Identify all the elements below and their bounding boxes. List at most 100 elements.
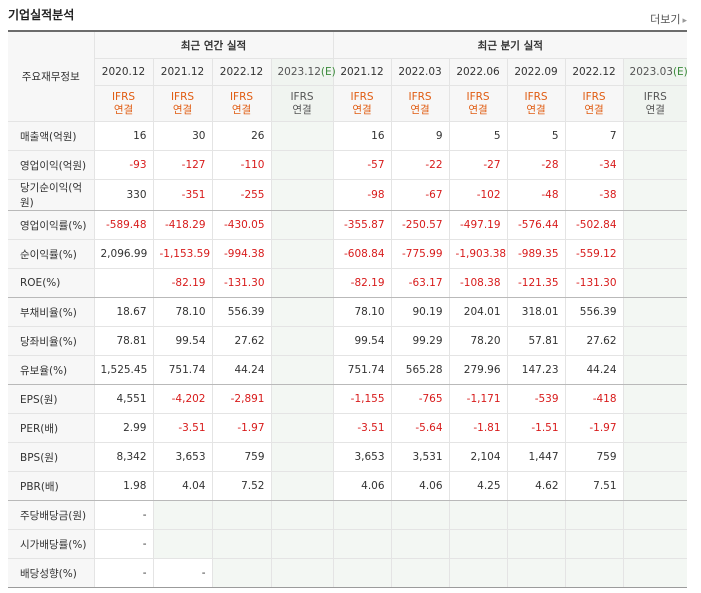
table-cell: [623, 442, 688, 472]
table-cell: [623, 210, 688, 240]
table-cell: 1.98: [94, 471, 154, 501]
table-cell: [271, 268, 334, 298]
table-cell: [271, 179, 334, 211]
table-cell: -82.19: [153, 268, 213, 298]
table-cell: 78.81: [94, 326, 154, 356]
table-cell: [623, 121, 688, 151]
table-cell: 2,096.99: [94, 239, 154, 269]
table-cell: -1,155: [333, 384, 392, 414]
table-cell: [507, 558, 566, 588]
table-cell: -351: [153, 179, 213, 211]
table-cell: -67: [391, 179, 450, 211]
table-cell: -1,153.59: [153, 239, 213, 269]
accounting-standard: IFRS 연결: [94, 85, 154, 122]
table-cell: 78.10: [333, 297, 392, 327]
table-cell: -: [153, 558, 213, 588]
row-label: 유보율(%): [8, 355, 95, 385]
table-cell: -: [94, 500, 154, 530]
table-row: 당기순이익(억원) 330 -351 -255 -98 -67 -102 -48 -38: [8, 179, 688, 211]
table-cell: -82.19: [333, 268, 392, 298]
table-cell: [623, 355, 688, 385]
chevron-right-icon: ▸: [682, 16, 687, 26]
table-cell: [565, 529, 624, 559]
table-cell: 7.52: [212, 471, 272, 501]
row-label: 배당성향(%): [8, 558, 95, 588]
table-cell: -418: [565, 384, 624, 414]
table-cell: -110: [212, 150, 272, 180]
table-cell: [449, 500, 508, 530]
table-cell: [507, 529, 566, 559]
table-cell: -57: [333, 150, 392, 180]
table-cell: [391, 529, 450, 559]
table-cell: -430.05: [212, 210, 272, 240]
table-cell: [271, 355, 334, 385]
table-cell: [271, 413, 334, 443]
table-cell: 4.25: [449, 471, 508, 501]
table-cell: 4,551: [94, 384, 154, 414]
table-cell: -102: [449, 179, 508, 211]
table-cell: -989.35: [507, 239, 566, 269]
table-cell: 27.62: [212, 326, 272, 356]
table-cell: [623, 529, 688, 559]
table-cell: 5: [507, 121, 566, 151]
table-cell: [333, 529, 392, 559]
table-cell: [153, 529, 213, 559]
table-cell: 99.29: [391, 326, 450, 356]
table-cell: [271, 558, 334, 588]
accounting-standard: IFRS 연결: [333, 85, 392, 122]
table-cell: [271, 442, 334, 472]
table-cell: 18.67: [94, 297, 154, 327]
period-header: 2022.03: [391, 58, 450, 86]
table-cell: 16: [333, 121, 392, 151]
accounting-standard: IFRS 연결: [623, 85, 688, 122]
accounting-standard: IFRS 연결: [271, 85, 334, 122]
table-cell: [271, 326, 334, 356]
table-cell: 90.19: [391, 297, 450, 327]
row-label: BPS(원): [8, 442, 95, 472]
table-cell: [623, 268, 688, 298]
table-cell: [565, 558, 624, 588]
table-cell: [271, 529, 334, 559]
row-label: 순이익률(%): [8, 239, 95, 269]
table-row: ROE(%) -82.19 -131.30 -82.19 -63.17 -108.38 -1…: [8, 268, 688, 298]
table-cell: 2.99: [94, 413, 154, 443]
table-cell: -1,903.38: [449, 239, 508, 269]
table-cell: 751.74: [153, 355, 213, 385]
table-cell: -27: [449, 150, 508, 180]
table-cell: -255: [212, 179, 272, 211]
table-cell: -539: [507, 384, 566, 414]
label-column-header: 주요재무정보: [8, 30, 95, 122]
table-cell: 78.20: [449, 326, 508, 356]
table-cell: -22: [391, 150, 450, 180]
table-cell: [449, 529, 508, 559]
table-cell: [271, 384, 334, 414]
table-cell: -765: [391, 384, 450, 414]
table-cell: 204.01: [449, 297, 508, 327]
table-cell: 279.96: [449, 355, 508, 385]
period-header: 2022.09: [507, 58, 566, 86]
table-cell: -108.38: [449, 268, 508, 298]
table-cell: [391, 558, 450, 588]
table-cell: [333, 558, 392, 588]
more-link[interactable]: 더보기 ▸: [650, 13, 687, 26]
table-row: 매출액(억원) 16 30 26 16 9 5 5 7: [8, 121, 688, 151]
annual-group-header: 최근 연간 실적: [94, 30, 334, 59]
table-cell: [212, 529, 272, 559]
table-cell: [212, 500, 272, 530]
table-cell: -: [94, 529, 154, 559]
period-header: 2022.06: [449, 58, 508, 86]
table-cell: [271, 471, 334, 501]
table-row: 당좌비율(%) 78.81 99.54 27.62 99.54 99.29 78.20 57.…: [8, 326, 688, 356]
accounting-standard: IFRS 연결: [391, 85, 450, 122]
table-cell: [623, 297, 688, 327]
table-row: 순이익률(%) 2,096.99 -1,153.59 -994.38 -608.84 -7…: [8, 239, 688, 269]
table-cell: 7: [565, 121, 624, 151]
table-cell: -1.81: [449, 413, 508, 443]
table-cell: [333, 500, 392, 530]
table-cell: 751.74: [333, 355, 392, 385]
table-cell: 44.24: [565, 355, 624, 385]
period-header: 2020.12: [94, 58, 154, 86]
table-cell: [623, 150, 688, 180]
table-cell: -502.84: [565, 210, 624, 240]
table-cell: 7.51: [565, 471, 624, 501]
